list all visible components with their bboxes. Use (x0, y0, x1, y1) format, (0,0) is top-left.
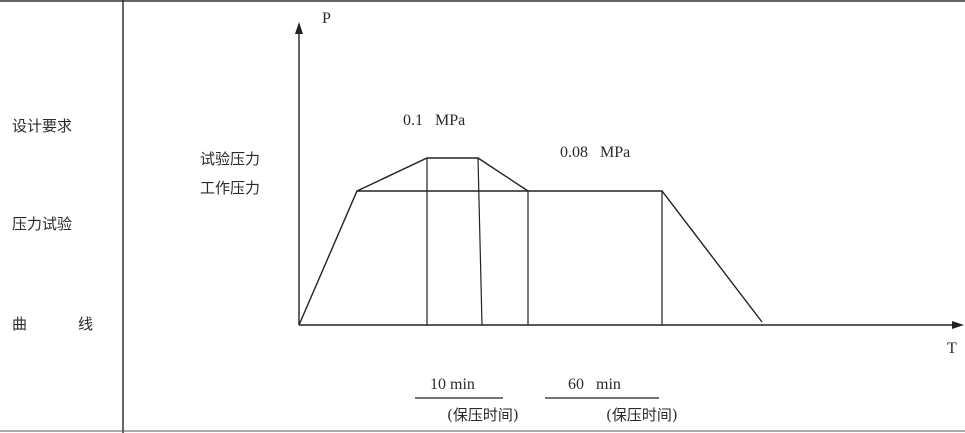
y-axis-label: P (322, 10, 331, 27)
test-pressure-curve (356, 157, 529, 192)
first-hold-time: 10 min (430, 376, 475, 393)
left-label-curve-b: 线 (78, 315, 94, 333)
work-pressure-value: 0.08 MPa (560, 144, 631, 161)
test-pressure-value: 0.1 MPa (403, 112, 466, 129)
second-hold-note: (保压时间) (606, 406, 678, 424)
x-axis-label: T (947, 340, 957, 357)
second-hold-time: 60 min (568, 376, 621, 393)
left-label-curve-a: 曲 (12, 315, 28, 333)
work-pressure-label: 工作压力 (200, 179, 261, 197)
left-label-pressure-test: 压力试验 (12, 215, 73, 233)
y-axis-arrow-icon (295, 22, 303, 34)
working-pressure-curve (298, 190, 763, 326)
left-label-design-requirement: 设计要求 (12, 117, 73, 135)
first-hold-note: (保压时间) (447, 406, 519, 424)
x-axis-arrow-icon (952, 321, 964, 329)
test-pressure-label: 试验压力 (200, 150, 261, 168)
hold-end-line (477, 157, 483, 326)
